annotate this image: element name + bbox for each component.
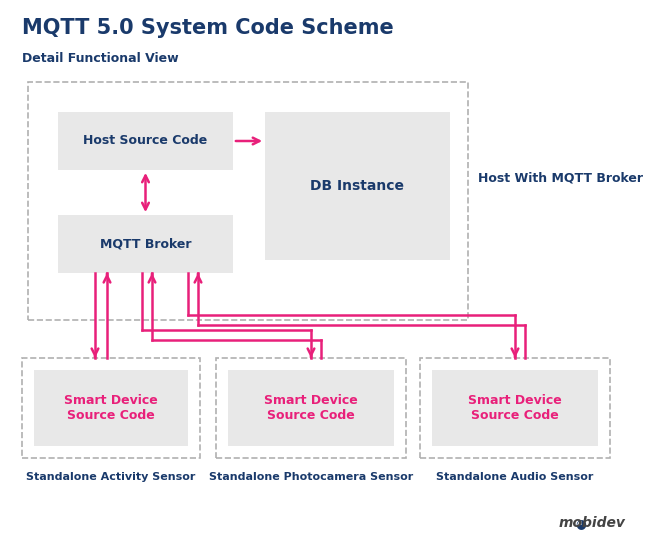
Bar [265, 112, 450, 260]
Text: mobidev: mobidev [558, 516, 625, 530]
Text: Host Source Code: Host Source Code [83, 134, 208, 147]
Text: Smart Device
Source Code: Smart Device Source Code [264, 394, 358, 422]
Bar [216, 358, 406, 458]
Bar [58, 112, 233, 170]
Text: Standalone Activity Sensor: Standalone Activity Sensor [26, 472, 195, 482]
Text: Standalone Photocamera Sensor: Standalone Photocamera Sensor [209, 472, 413, 482]
Text: ◕: ◕ [575, 517, 586, 530]
Text: Smart Device
Source Code: Smart Device Source Code [64, 394, 158, 422]
Text: Host With MQTT Broker: Host With MQTT Broker [478, 171, 643, 184]
Text: MQTT 5.0 System Code Scheme: MQTT 5.0 System Code Scheme [22, 18, 394, 38]
Text: MQTT Broker: MQTT Broker [100, 238, 191, 250]
Text: Detail Functional View: Detail Functional View [22, 52, 179, 65]
Bar [58, 215, 233, 273]
Text: Standalone Audio Sensor: Standalone Audio Sensor [436, 472, 594, 482]
Bar [228, 370, 394, 446]
Bar [34, 370, 188, 446]
Bar [420, 358, 610, 458]
Text: DB Instance: DB Instance [310, 179, 405, 193]
Text: Smart Device
Source Code: Smart Device Source Code [468, 394, 562, 422]
Bar [28, 82, 468, 320]
Bar [432, 370, 598, 446]
Bar [22, 358, 200, 458]
